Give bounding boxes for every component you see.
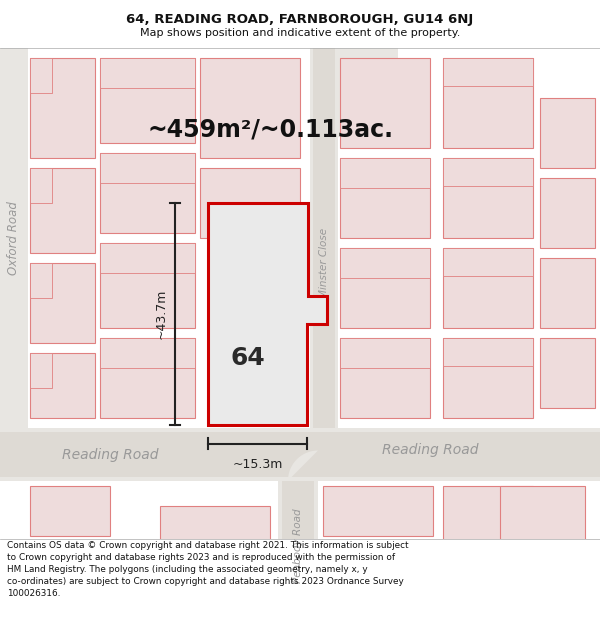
Polygon shape [208, 203, 327, 426]
Bar [30, 353, 95, 419]
Bar [443, 58, 533, 86]
Bar [443, 158, 533, 186]
Bar [100, 243, 195, 328]
Bar [30, 168, 52, 203]
Bar [340, 338, 430, 419]
Bar [200, 58, 300, 158]
Bar [100, 338, 195, 419]
Text: Reading Road: Reading Road [382, 442, 478, 456]
Bar [443, 556, 523, 596]
Bar [30, 168, 95, 253]
Bar [100, 58, 195, 88]
Text: ~15.3m: ~15.3m [232, 458, 283, 471]
Bar [340, 58, 430, 148]
Bar [100, 243, 195, 273]
Bar [340, 248, 430, 278]
Text: ~459m²/~0.113ac.: ~459m²/~0.113ac. [147, 118, 393, 142]
Bar [443, 338, 533, 419]
Bar [340, 338, 430, 368]
Bar [540, 258, 595, 328]
Bar [540, 178, 595, 248]
Bar [282, 481, 314, 539]
Bar [160, 506, 270, 556]
Bar [0, 429, 600, 481]
Bar [340, 248, 430, 328]
Bar [30, 353, 52, 388]
Bar [30, 58, 95, 158]
Bar [100, 152, 195, 183]
Text: Minster Close: Minster Close [319, 228, 329, 298]
Bar [100, 338, 195, 368]
Text: 64: 64 [230, 346, 265, 370]
Bar [0, 48, 28, 429]
Bar [278, 481, 318, 539]
Bar [323, 546, 403, 596]
Bar [310, 48, 338, 429]
Bar [540, 338, 595, 408]
Bar [0, 432, 600, 477]
Text: Contains OS data © Crown copyright and database right 2021. This information is : Contains OS data © Crown copyright and d… [7, 541, 409, 598]
Bar [30, 546, 110, 596]
Text: ~43.7m: ~43.7m [155, 289, 167, 339]
Bar [30, 486, 110, 536]
Bar [100, 152, 195, 233]
Bar [540, 98, 595, 168]
Bar [443, 58, 533, 148]
Bar [443, 248, 533, 276]
Bar [30, 263, 52, 298]
Bar [100, 58, 195, 142]
Text: Reading Road: Reading Road [62, 448, 158, 461]
Bar [323, 486, 433, 536]
Bar [30, 58, 52, 92]
Bar [340, 158, 430, 188]
Text: Oxford Road: Oxford Road [7, 201, 20, 275]
Bar [200, 168, 300, 238]
Text: 64, READING ROAD, FARNBOROUGH, GU14 6NJ: 64, READING ROAD, FARNBOROUGH, GU14 6NJ [127, 13, 473, 26]
Polygon shape [288, 451, 318, 481]
Bar [443, 158, 533, 238]
Text: Peabody Road: Peabody Road [293, 509, 303, 583]
Bar [443, 486, 533, 546]
Bar [340, 158, 430, 238]
Bar [443, 248, 533, 328]
Polygon shape [338, 48, 398, 138]
Bar [313, 48, 335, 429]
Bar [30, 263, 95, 343]
Bar [500, 486, 585, 556]
Text: Map shows position and indicative extent of the property.: Map shows position and indicative extent… [140, 28, 460, 38]
Bar [443, 338, 533, 366]
